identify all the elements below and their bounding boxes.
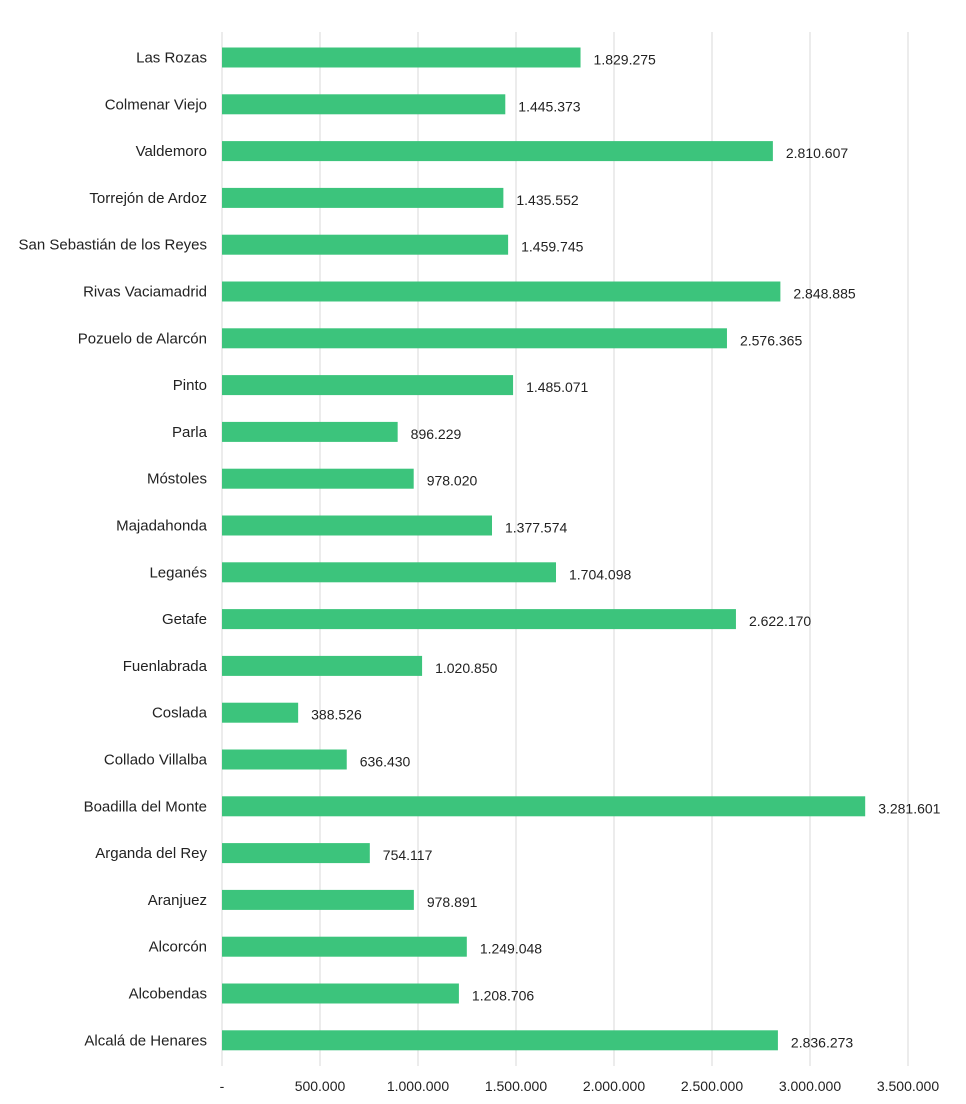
x-tick-label: 1.500.000 [485,1078,547,1094]
bar [222,609,736,630]
bar [222,1030,778,1051]
bar [222,47,581,68]
category-label: San Sebastián de los Reyes [19,237,207,254]
bar [222,141,773,162]
value-label: 388.526 [311,707,362,723]
bar [222,749,347,770]
x-tick-label: 3.500.000 [877,1078,939,1094]
value-labels: 1.829.275 1.445.373 2.810.607 1.435.552 1.45… [311,52,941,1051]
bar [222,843,370,864]
bar [222,234,509,255]
bar [222,983,459,1004]
value-label: 1.435.552 [516,192,578,208]
bar [222,328,727,349]
bar [222,94,506,115]
value-label: 2.836.273 [791,1034,853,1050]
category-label: Getafe [162,611,207,628]
category-label: Boadilla del Monte [84,798,207,815]
value-label: 978.020 [427,473,478,489]
bar [222,702,299,723]
category-label: Collado Villalba [104,752,208,769]
bar [222,515,493,536]
value-label: 2.810.607 [786,145,848,161]
value-label: 1.249.048 [480,941,542,957]
category-label: Arganda del Rey [95,845,207,862]
value-label: 1.445.373 [518,98,580,114]
x-axis-tick-labels: - 500.000 1.000.000 1.500.000 2.000.000 2.500… [220,1078,940,1094]
bar [222,421,398,442]
bar [222,281,781,302]
category-label: Valdemoro [136,143,207,160]
x-tick-label: 3.000.000 [779,1078,841,1094]
value-label: 1.485.071 [526,379,588,395]
category-label: Alcobendas [129,986,207,1003]
bar [222,375,514,396]
category-label: Colmenar Viejo [105,96,207,113]
category-label: Aranjuez [148,892,207,909]
value-label: 1.377.574 [505,520,567,536]
x-tick-label: 2.000.000 [583,1078,645,1094]
x-tick-label: 500.000 [295,1078,346,1094]
category-labels: Las Rozas Colmenar Viejo Valdemoro Torrejón… [19,50,208,1050]
category-label: Majadahonda [116,518,208,535]
value-label: 978.891 [427,894,478,910]
value-label: 896.229 [411,426,462,442]
gridlines [221,32,909,1066]
x-tick-label: 2.500.000 [681,1078,743,1094]
bar [222,936,467,957]
category-label: Fuenlabrada [123,658,208,675]
value-label: 2.622.170 [749,613,811,629]
bar [222,796,866,817]
bar [222,889,414,910]
category-label: Las Rozas [136,50,207,67]
bar [222,187,504,208]
value-label: 1.704.098 [569,566,631,582]
category-label: Leganés [149,564,207,581]
bar [222,562,557,583]
value-label: 1.020.850 [435,660,497,676]
value-label: 1.459.745 [521,239,583,255]
value-label: 3.281.601 [878,800,940,816]
value-label: 2.848.885 [793,286,855,302]
x-tick-label: 1.000.000 [387,1078,449,1094]
value-label: 1.208.706 [472,988,534,1004]
bar [222,655,423,676]
value-label: 636.430 [360,754,411,770]
category-label: Rivas Vaciamadrid [83,284,207,301]
category-label: Pozuelo de Alarcón [78,330,207,347]
x-tick-label: - [220,1078,225,1094]
category-label: Móstoles [147,471,207,488]
category-label: Pinto [173,377,207,394]
value-label: 754.117 [383,847,433,863]
bar [222,468,414,489]
value-label: 2.576.365 [740,332,802,348]
bars [222,47,866,1051]
category-label: Coslada [152,705,208,722]
category-label: Torrejón de Ardoz [89,190,207,207]
category-label: Parla [172,424,208,441]
value-label: 1.829.275 [594,52,656,68]
category-label: Alcorcón [149,939,207,956]
category-label: Alcalá de Henares [84,1032,207,1049]
